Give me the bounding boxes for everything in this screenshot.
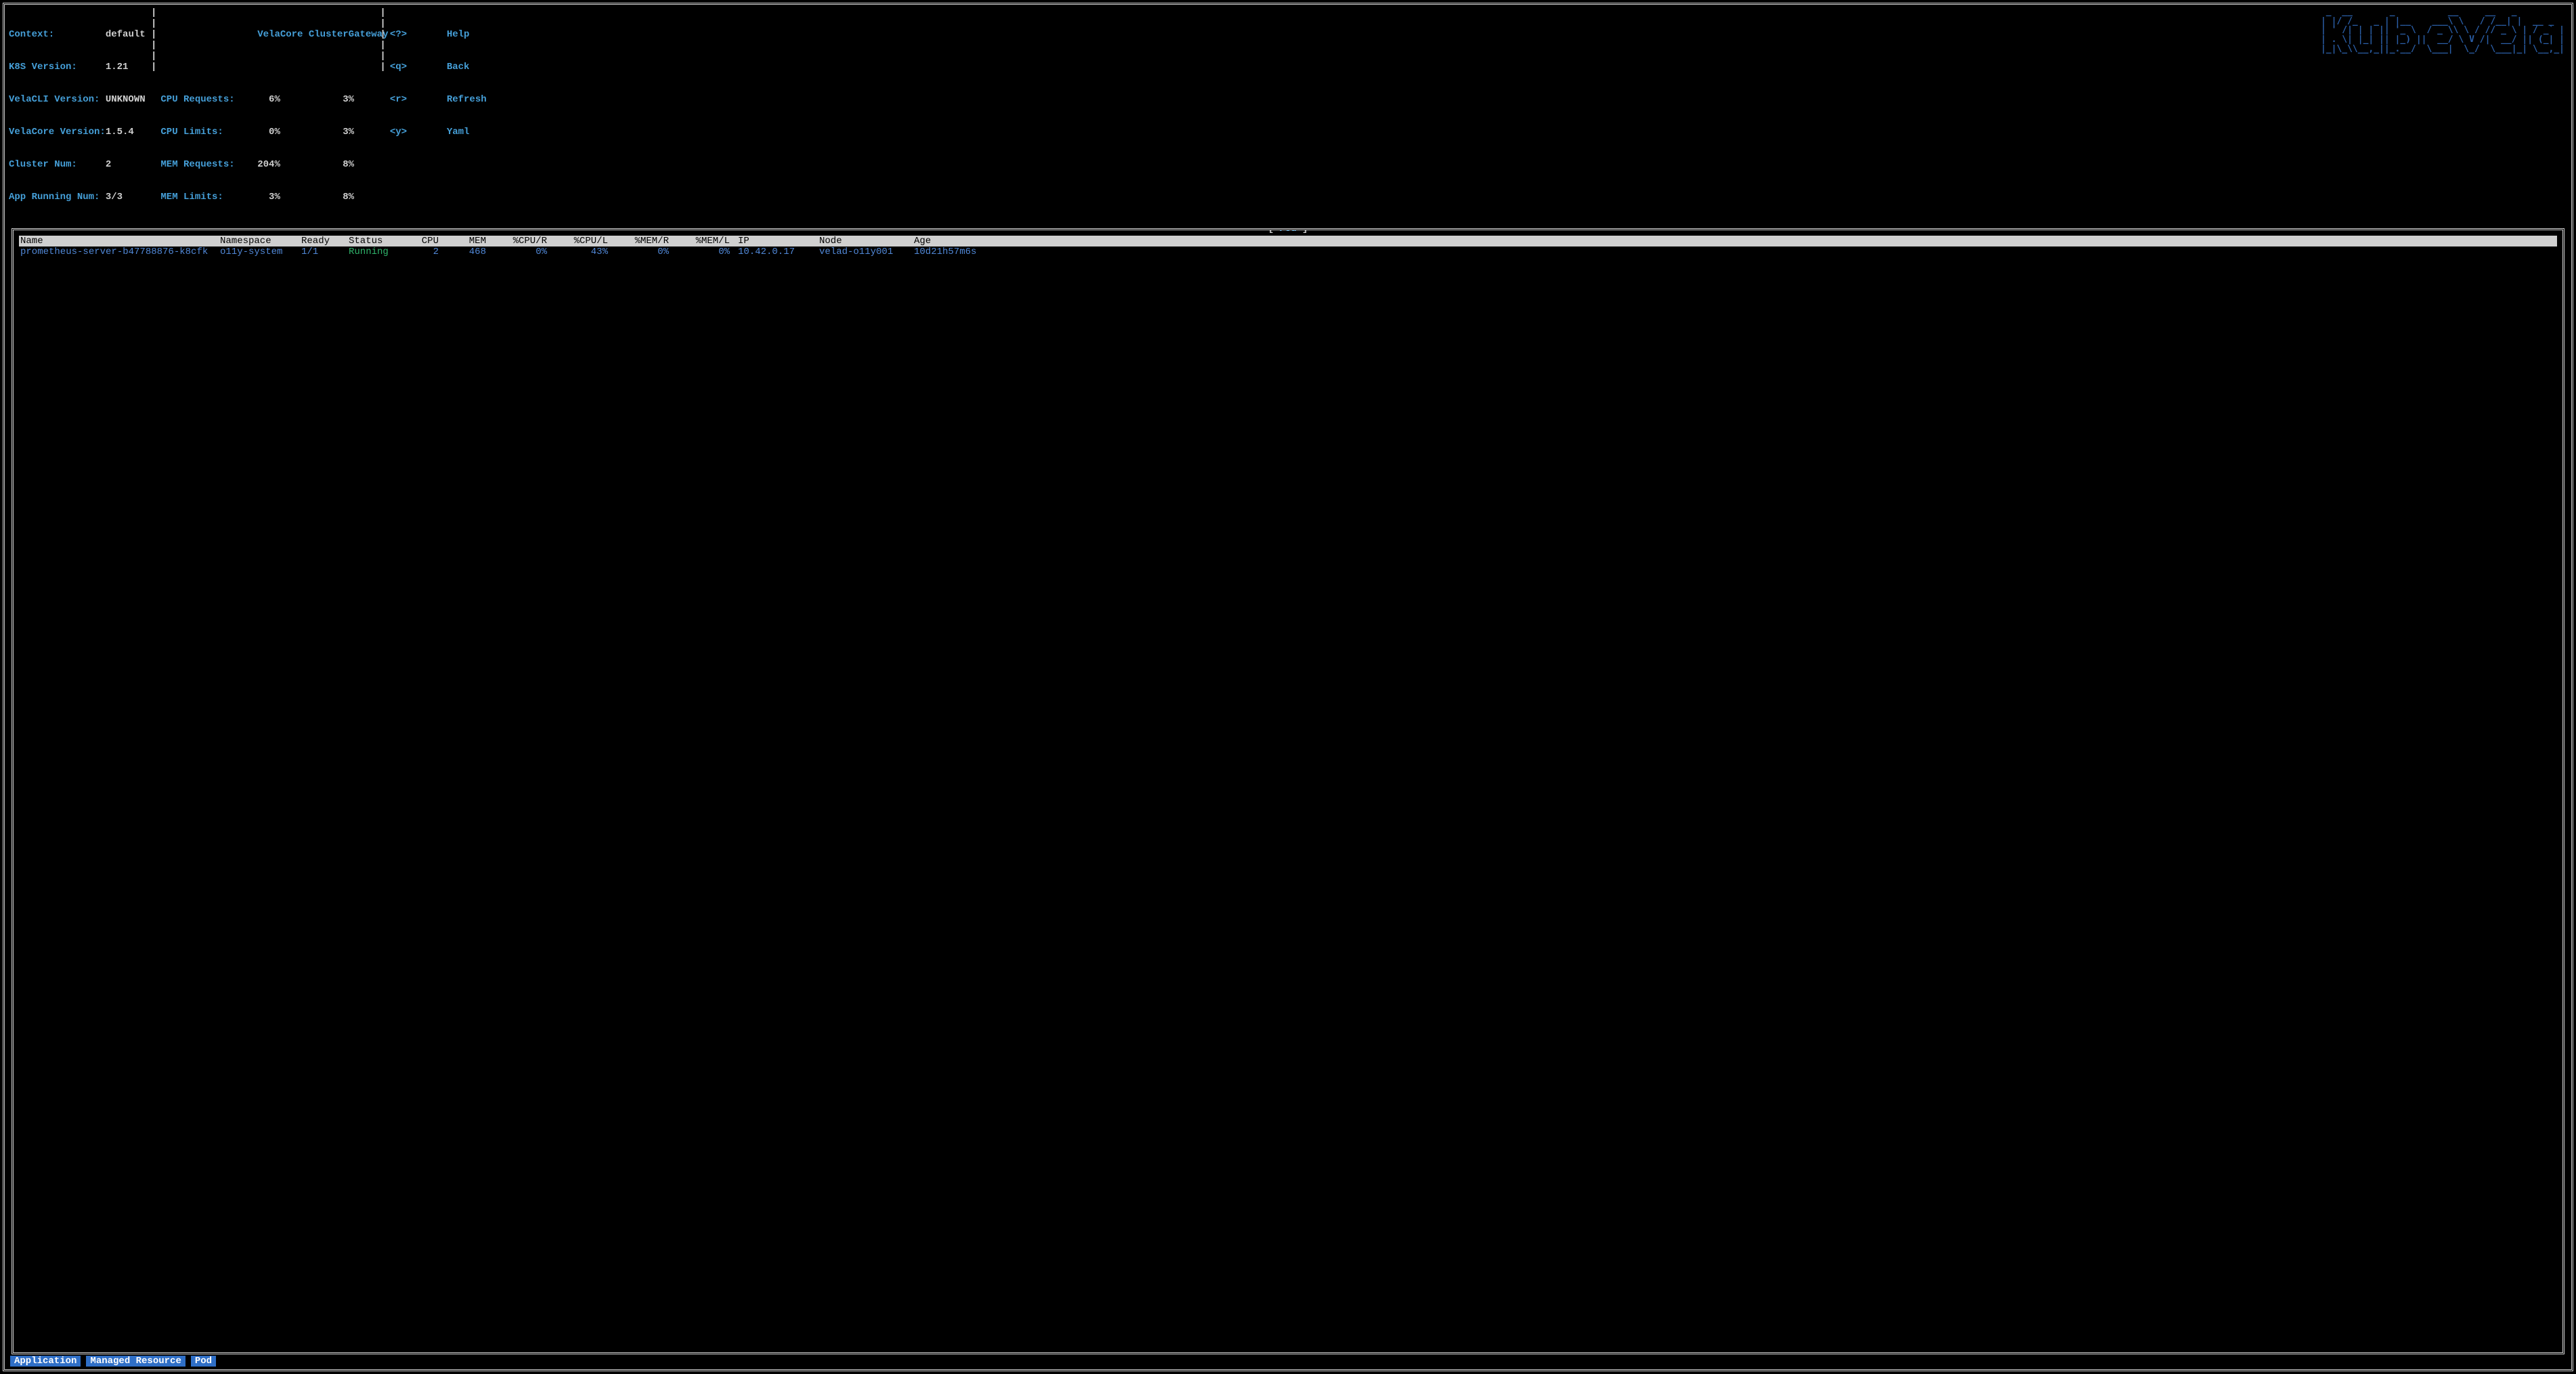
header: Context: default K8S Version: 1.21 VelaC… — [6, 6, 2570, 228]
k8s-version-value: 1.21 — [106, 62, 129, 72]
col-ready[interactable]: Ready — [301, 236, 349, 246]
back-action[interactable]: Back — [447, 62, 470, 72]
cell-mem-l: 0% — [677, 246, 738, 257]
col-status[interactable]: Status — [349, 236, 406, 246]
help-key: <?> — [390, 29, 407, 40]
col-ip[interactable]: IP — [738, 236, 819, 246]
cell-status: Running — [349, 246, 406, 257]
pod-panel: [ Pod ] Name Namespace Ready Status CPU … — [12, 228, 2564, 1354]
cell-cpu-l: 43% — [555, 246, 616, 257]
help-labels-column: Help Back Refresh Yaml — [447, 7, 2321, 224]
col-cpu[interactable]: CPU — [406, 236, 447, 246]
yaml-key: <y> — [390, 127, 407, 137]
cluster-num-label: Cluster Num: — [9, 159, 77, 170]
cell-namespace: o11y-system — [220, 246, 301, 257]
velacli-version-value: UNKNOWN — [106, 94, 146, 105]
col-mem-l[interactable]: %MEM/L — [677, 236, 738, 246]
info-column: Context: default K8S Version: 1.21 VelaC… — [9, 7, 151, 224]
mem-req-label: MEM Requests: — [160, 159, 234, 170]
context-label: Context: — [9, 29, 54, 40]
clustergw-hdr: ClusterGateway — [309, 29, 389, 40]
app-running-value: 3/3 — [106, 192, 123, 202]
cell-name: prometheus-server-b47788876-k8cfk — [20, 246, 220, 257]
context-value: default — [106, 29, 146, 40]
table-row[interactable]: prometheus-server-b47788876-k8cfk o11y-s… — [19, 246, 2557, 257]
refresh-key: <r> — [390, 94, 407, 105]
velacore-version-value: 1.5.4 — [106, 127, 134, 137]
yaml-action[interactable]: Yaml — [447, 127, 470, 137]
cell-node: velad-o11y001 — [819, 246, 914, 257]
divider: |||||| — [380, 7, 385, 224]
col-age[interactable]: Age — [914, 236, 995, 246]
cluster-num-value: 2 — [106, 159, 111, 170]
mem-lim-gw: 8% — [343, 192, 354, 202]
k8s-version-label: K8S Version: — [9, 62, 77, 72]
cpu-lim-label: CPU Limits: — [160, 127, 223, 137]
cpu-lim-velacore: 0% — [269, 127, 280, 137]
mem-req-gw: 8% — [343, 159, 354, 170]
cpu-req-gw: 3% — [343, 94, 354, 105]
panel-title-text: Pod — [1280, 228, 1296, 234]
kubevela-logo: _ __ _ __ __ _ | |/ /_ _ | |__ ___\ \ / … — [2321, 7, 2567, 224]
table-header: Name Namespace Ready Status CPU MEM %CPU… — [19, 236, 2557, 246]
cell-mem: 468 — [447, 246, 494, 257]
col-name[interactable]: Name — [20, 236, 220, 246]
resource-column: VelaCore ClusterGateway CPU Requests: 6%… — [156, 7, 380, 224]
col-mem-r[interactable]: %MEM/R — [616, 236, 677, 246]
col-cpu-r[interactable]: %CPU/R — [494, 236, 555, 246]
velacore-hdr: VelaCore — [257, 29, 303, 40]
divider: |||||| — [151, 7, 156, 224]
cell-cpu: 2 — [406, 246, 447, 257]
velacli-version-label: VelaCLI Version: — [9, 94, 100, 105]
refresh-action[interactable]: Refresh — [447, 94, 487, 105]
col-namespace[interactable]: Namespace — [220, 236, 301, 246]
cpu-lim-gw: 3% — [343, 127, 354, 137]
crumb-application[interactable]: Application — [10, 1356, 81, 1367]
cell-ready: 1/1 — [301, 246, 349, 257]
cell-cpu-r: 0% — [494, 246, 555, 257]
panel-title: [ Pod ] — [1265, 228, 1311, 234]
velacore-version-label: VelaCore Version: — [9, 127, 106, 137]
cell-mem-r: 0% — [616, 246, 677, 257]
mem-lim-label: MEM Limits: — [160, 192, 223, 202]
col-cpu-l[interactable]: %CPU/L — [555, 236, 616, 246]
back-key: <q> — [390, 62, 407, 72]
help-keys-column: <?> <q> <r> <y> — [386, 7, 447, 224]
panel-wrapper: [ Pod ] Name Namespace Ready Status CPU … — [12, 228, 2564, 1354]
breadcrumb: Application Managed Resource Pod — [6, 1356, 2570, 1368]
cell-ip: 10.42.0.17 — [738, 246, 819, 257]
crumb-managed-resource[interactable]: Managed Resource — [86, 1356, 185, 1367]
col-node[interactable]: Node — [819, 236, 914, 246]
cell-age: 10d21h57m6s — [914, 246, 995, 257]
help-action[interactable]: Help — [447, 29, 470, 40]
crumb-pod[interactable]: Pod — [191, 1356, 216, 1367]
cpu-req-velacore: 6% — [269, 94, 280, 105]
app-running-label: App Running Num: — [9, 192, 100, 202]
mem-req-velacore: 204% — [257, 159, 280, 170]
app-frame: Context: default K8S Version: 1.21 VelaC… — [3, 3, 2573, 1371]
mem-lim-velacore: 3% — [269, 192, 280, 202]
cpu-req-label: CPU Requests: — [160, 94, 234, 105]
col-mem[interactable]: MEM — [447, 236, 494, 246]
